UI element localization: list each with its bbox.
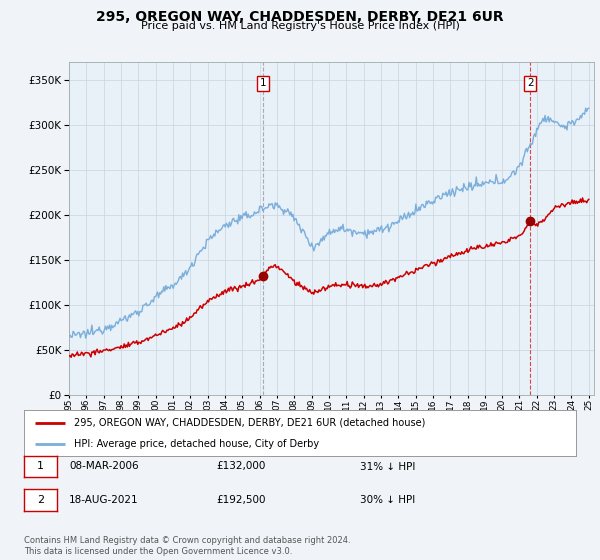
Text: HPI: Average price, detached house, City of Derby: HPI: Average price, detached house, City… — [74, 439, 319, 449]
Text: £192,500: £192,500 — [216, 495, 265, 505]
Text: 31% ↓ HPI: 31% ↓ HPI — [360, 461, 415, 472]
Text: £132,000: £132,000 — [216, 461, 265, 472]
Text: Contains HM Land Registry data © Crown copyright and database right 2024.
This d: Contains HM Land Registry data © Crown c… — [24, 536, 350, 556]
Text: 1: 1 — [37, 461, 44, 472]
Text: 18-AUG-2021: 18-AUG-2021 — [69, 495, 139, 505]
Text: Price paid vs. HM Land Registry's House Price Index (HPI): Price paid vs. HM Land Registry's House … — [140, 21, 460, 31]
Text: 30% ↓ HPI: 30% ↓ HPI — [360, 495, 415, 505]
Text: 295, OREGON WAY, CHADDESDEN, DERBY, DE21 6UR (detached house): 295, OREGON WAY, CHADDESDEN, DERBY, DE21… — [74, 418, 425, 428]
Text: 2: 2 — [37, 495, 44, 505]
Text: 295, OREGON WAY, CHADDESDEN, DERBY, DE21 6UR: 295, OREGON WAY, CHADDESDEN, DERBY, DE21… — [96, 10, 504, 24]
Text: 2: 2 — [527, 78, 534, 88]
Text: 1: 1 — [260, 78, 266, 88]
Text: 08-MAR-2006: 08-MAR-2006 — [69, 461, 139, 472]
